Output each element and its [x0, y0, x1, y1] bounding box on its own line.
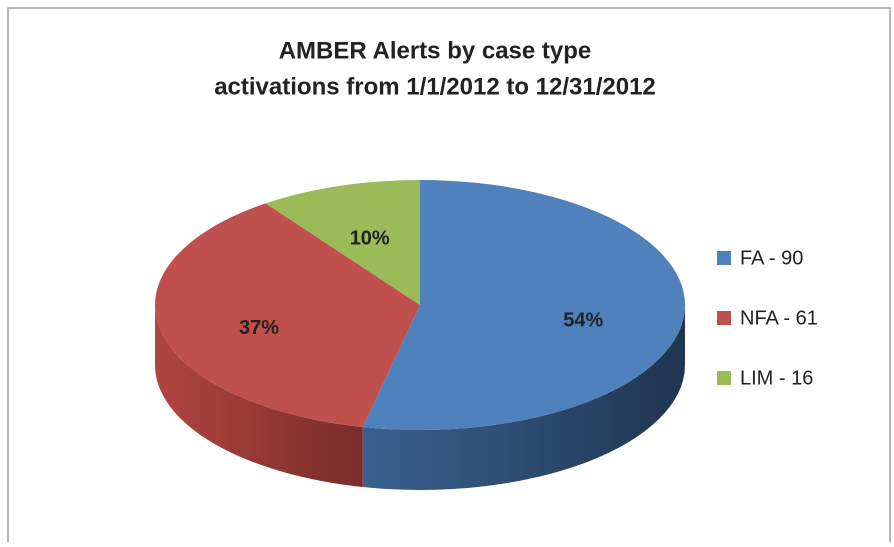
data-label: 37%	[239, 317, 279, 339]
pie-slice	[362, 180, 685, 430]
chart-subtitle: activations from 1/1/2012 to 12/31/2012	[214, 73, 656, 100]
pie-side	[155, 305, 363, 488]
data-label: 54%	[563, 310, 603, 332]
legend-label: LIM - 16	[740, 367, 813, 389]
data-label: 10%	[350, 228, 390, 250]
legend-swatch	[717, 311, 731, 325]
pie-side	[362, 305, 685, 490]
chart-title: AMBER Alerts by case type	[279, 37, 592, 64]
legend-swatch	[717, 371, 731, 385]
pie-slice	[155, 203, 420, 428]
legend-label: FA - 90	[740, 247, 803, 269]
chart-frame	[7, 7, 891, 542]
pie-slice	[265, 180, 420, 305]
legend-swatch	[717, 251, 731, 265]
legend-label: NFA - 61	[740, 307, 818, 329]
